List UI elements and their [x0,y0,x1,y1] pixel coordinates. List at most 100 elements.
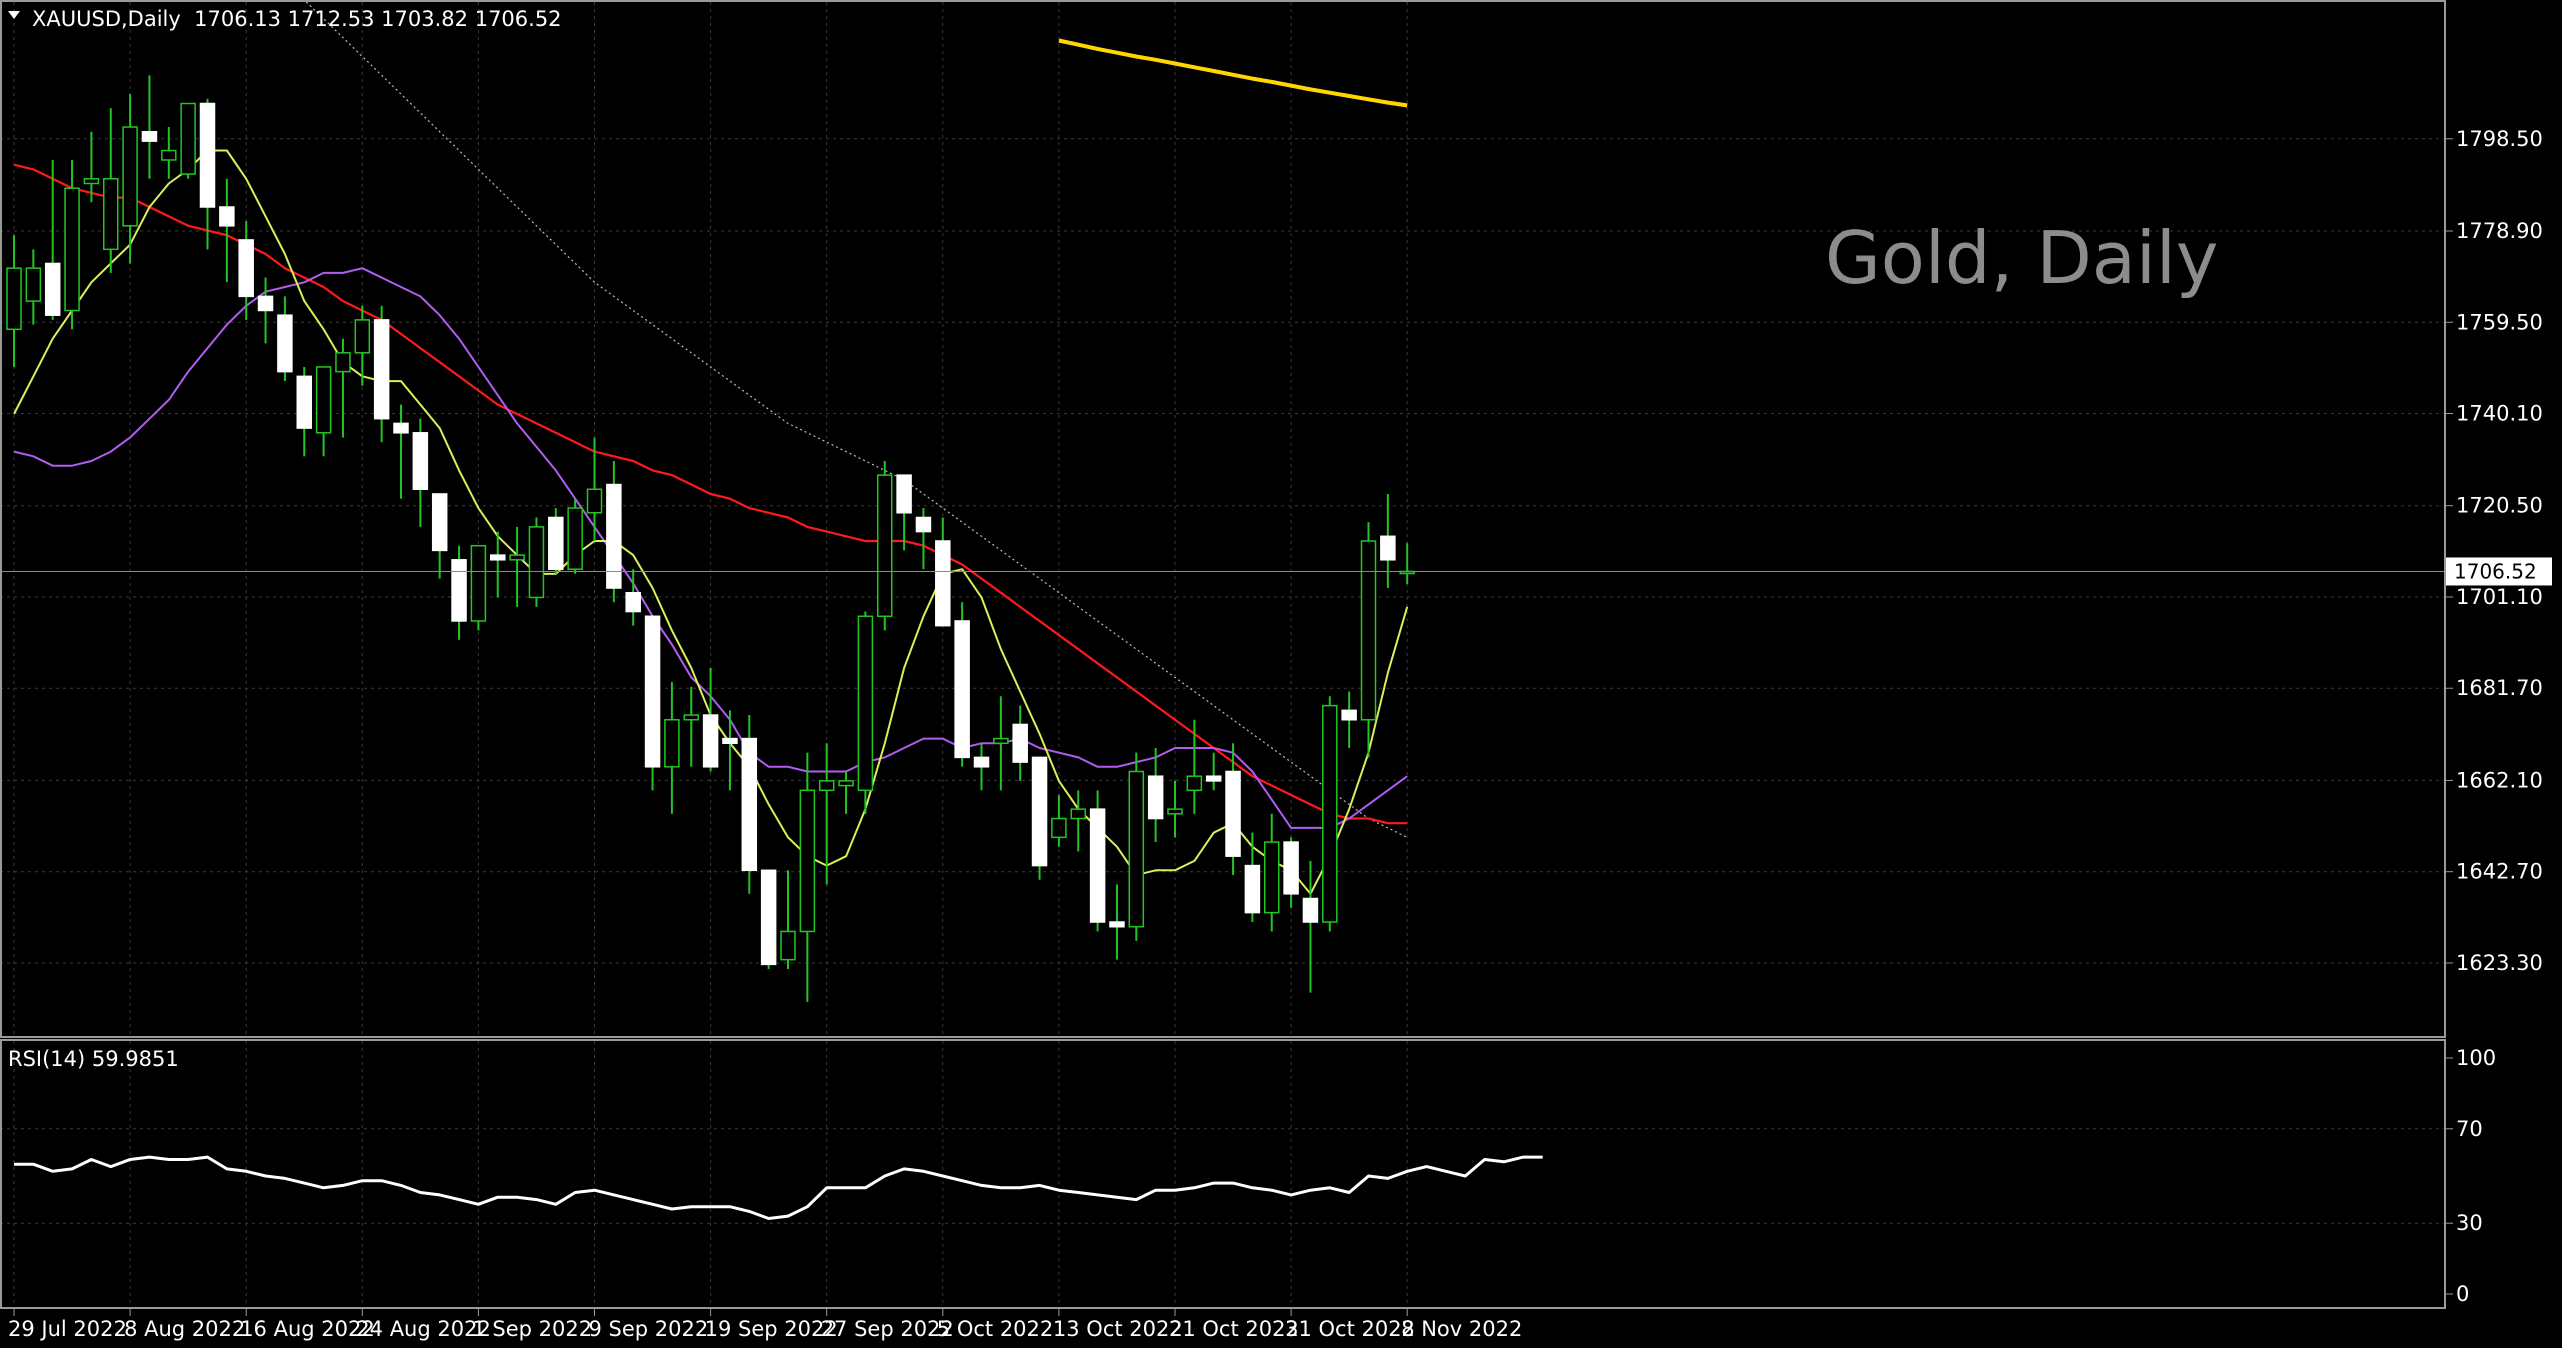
candle-bear [760,869,777,966]
rsi-grid [0,1041,2445,1307]
candle-bear [1109,921,1125,928]
candlesticks [6,75,1415,1003]
candle-bull [1360,540,1377,721]
candle-bear [702,714,719,768]
candle-bear [548,516,564,570]
candle-bull [857,615,874,792]
candle-bull [1186,775,1203,792]
candle-bear [915,516,932,533]
time-tick-label: 13 Oct 2022 [1053,1317,1183,1341]
time-tick-label: 16 Aug 2022 [240,1317,375,1341]
time-tick-label: 31 Oct 2022 [1285,1317,1415,1341]
candle-bear [606,483,622,589]
candle-bull [818,780,835,792]
rsi-tick-label: 100 [2456,1046,2496,1070]
time-tick-label: 9 Sep 2022 [589,1317,709,1341]
price-tick-label: 1740.10 [2456,402,2543,426]
candle-bear [277,314,293,373]
candle-bear [393,422,409,434]
candle-bull [122,126,138,227]
candle-bull [354,319,371,354]
candle-bull [799,789,816,933]
rsi-tick-label: 0 [2456,1282,2469,1306]
price-tick-label: 1720.50 [2456,494,2543,518]
candle-bull [64,187,80,312]
watermark-title: Gold, Daily [1825,216,2219,300]
time-tick-label: 19 Sep 2022 [705,1317,838,1341]
time-tick-label: 8 Aug 2022 [124,1317,245,1341]
candle-bull [664,719,680,768]
candle-bear [44,262,61,316]
candle-bull [470,544,487,622]
rsi-pane-frame [0,1039,2446,1309]
candle-bear [199,102,216,208]
candle-bear [896,474,912,514]
candle-bull [567,507,583,570]
candle-bear [296,375,312,429]
candle-bull [161,149,177,161]
candle-bear [1225,770,1241,857]
candle-bear [1089,808,1106,923]
candle-bear [1380,535,1396,561]
candle-bull [838,780,854,787]
candle-bull [1128,770,1145,928]
price-axis: 1798.50 1778.90 1759.50 1740.10 1720.50 1701.… [2445,127,2543,975]
time-tick-label: 24 Aug 2022 [356,1317,491,1341]
candle-bear [238,239,254,298]
candle-bear [625,591,641,613]
candle-bear [373,319,390,420]
time-tick-label: 5 Oct 2022 [937,1317,1053,1341]
price-tick-label: 1662.10 [2456,768,2543,792]
candle-bear [644,615,661,768]
current-price-label: 1706.52 [2454,559,2537,583]
candle-bear [1031,756,1048,867]
candle-bull [25,267,42,302]
candle-bull [993,737,1009,745]
price-tick-label: 1681.70 [2456,676,2543,700]
candle-bear [1244,864,1261,914]
rsi-header: RSI(14) 59.9851 [8,1047,179,1071]
rsi-tick-label: 30 [2456,1211,2483,1235]
dropdown-triangle-icon[interactable] [8,11,20,19]
candle-bull [103,178,119,251]
time-tick-label: 21 Oct 2022 [1169,1317,1299,1341]
candle-bear [1205,775,1222,782]
candle-bear [954,620,970,759]
candle-bull [180,102,196,175]
candle-bear [490,554,506,561]
price-tick-label: 1623.30 [2456,951,2543,975]
candle-bull [1322,704,1338,923]
rsi-axis: 0 30 70 100 [2445,1046,2496,1306]
candle-bull [315,366,332,434]
ma-dotted-line [303,0,1408,838]
candle-bull [1070,808,1086,820]
candle-bull [6,267,22,331]
candle-bull [1051,817,1067,839]
candle-bear [741,737,758,872]
candle-bull [509,554,525,561]
candle-bull [780,930,796,961]
candle-bear [1012,723,1028,763]
time-tick-label: 27 Sep 2022 [821,1317,954,1341]
candle-bear [1283,841,1299,895]
candle-bear [141,130,158,142]
rsi-tick-label: 70 [2456,1117,2483,1141]
price-tick-label: 1798.50 [2456,127,2543,151]
price-tick-label: 1778.90 [2456,219,2543,243]
price-tick-label: 1642.70 [2456,860,2543,884]
price-tick-label: 1759.50 [2456,310,2543,334]
candle-bear [973,756,990,768]
candle-bear [1302,897,1319,923]
candle-bear [412,432,429,490]
candle-bull [1167,808,1183,815]
time-tick-label: 29 Jul 2022 [8,1317,127,1341]
candle-bear [431,493,448,552]
symbol-header: XAUUSD,Daily 1706.13 1712.53 1703.82 170… [32,7,562,31]
candle-bull [683,714,699,721]
main-pane-frame [0,0,2446,1038]
candle-bear [1341,709,1357,721]
current-price-tag: 1706.52 [2446,557,2552,586]
price-tick-label: 1701.10 [2456,585,2543,609]
candle-bull [877,474,893,618]
